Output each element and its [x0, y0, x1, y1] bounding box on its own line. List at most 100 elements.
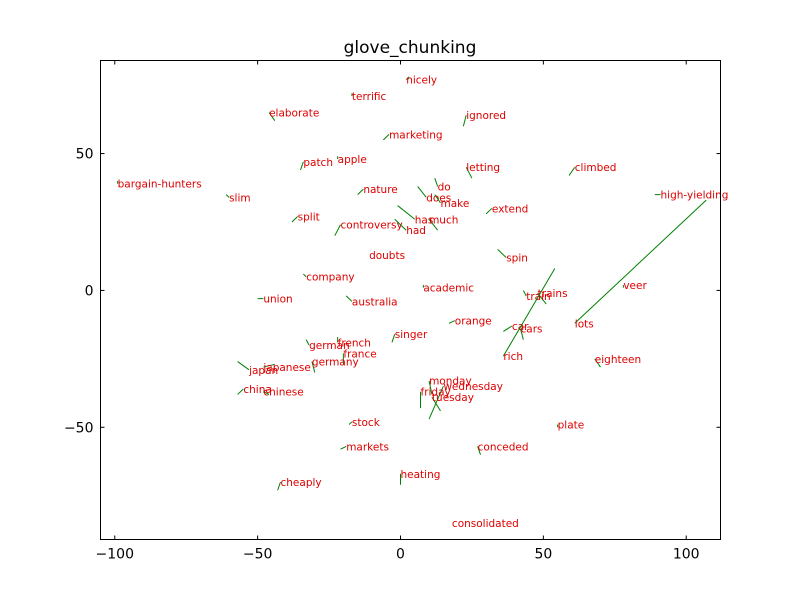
connector-line	[225, 194, 230, 198]
data-point-rich: rich	[502, 268, 556, 363]
connector-line	[522, 290, 527, 297]
x-tick-label: 0	[396, 547, 405, 563]
word-label: rich	[503, 351, 523, 363]
data-point-tuesday: tuesday	[431, 392, 474, 412]
data-point-australia: australia	[345, 295, 398, 308]
word-label: slim	[229, 192, 251, 204]
data-point-make: make	[434, 194, 470, 210]
data-point-ignored: ignored	[462, 110, 506, 127]
data-point-singer: singer	[391, 329, 428, 343]
word-label: has	[415, 214, 434, 226]
data-point-plate: plate	[557, 420, 585, 432]
x-tick-label: −100	[96, 547, 134, 563]
connector-line	[394, 218, 407, 231]
data-point-academic: academic	[422, 283, 474, 295]
data-point-heating: heating	[400, 469, 441, 485]
y-tick-label: 50	[76, 147, 94, 163]
word-label: do	[438, 181, 451, 193]
connector-line	[345, 295, 353, 302]
data-point-high-yielding: high-yielding	[654, 190, 728, 202]
word-label: singer	[395, 329, 428, 341]
word-label: germany	[312, 357, 359, 369]
plot-frame	[100, 60, 721, 540]
data-point-conceded: conceded	[477, 441, 529, 455]
word-label: much	[429, 214, 458, 226]
data-point-german: german	[305, 339, 350, 352]
axes: −100 −50 0 50 100 −50 0 50	[64, 60, 721, 563]
connector-line	[357, 188, 364, 195]
connector-line	[263, 391, 270, 395]
word-label: trains	[538, 288, 568, 300]
data-point-climbed: climbed	[568, 162, 617, 176]
connector-line	[263, 363, 275, 368]
data-point-wednesday: wednesday	[428, 381, 503, 420]
word-label: heating	[401, 469, 441, 481]
data-point-friday: friday	[420, 387, 451, 409]
data-point-lots: lots	[574, 199, 707, 330]
word-label: union	[263, 294, 292, 306]
data-point-japanese: japanese	[262, 362, 311, 374]
word-label: australia	[352, 296, 398, 308]
data-point-veer: veer	[622, 280, 647, 292]
word-label: japan	[248, 365, 278, 377]
word-label: tuesday	[432, 392, 474, 404]
word-label: france	[343, 348, 376, 360]
connector-line	[268, 112, 276, 122]
data-point-terrific: terrific	[351, 91, 386, 103]
word-label: consolidated	[452, 518, 519, 530]
word-label: orange	[455, 316, 492, 328]
data-point-french: french	[337, 336, 371, 349]
connector-line	[334, 224, 341, 236]
data-point-france: france	[342, 348, 377, 365]
word-label: letting	[466, 162, 500, 174]
word-label: wednesday	[443, 381, 503, 393]
connector-line	[428, 380, 433, 395]
data-point-has: has	[397, 205, 434, 226]
data-point-do: do	[434, 178, 451, 193]
word-label: plate	[558, 420, 585, 432]
word-label: chinese	[263, 387, 303, 399]
connector-line	[503, 325, 513, 332]
word-label: monday	[429, 376, 472, 388]
data-point-company: company	[303, 272, 355, 284]
word-label: veer	[623, 280, 647, 292]
word-label: lots	[575, 318, 594, 330]
connector-line	[291, 216, 298, 223]
connector-line	[428, 386, 444, 420]
connector-line	[462, 115, 467, 127]
word-label: make	[441, 198, 470, 210]
word-label: stock	[352, 417, 381, 429]
connector-line	[485, 207, 493, 215]
word-label: split	[298, 212, 320, 224]
data-point-controversy: controversy	[334, 220, 403, 236]
connector-line	[568, 166, 576, 176]
word-label: japanese	[262, 362, 311, 374]
connector-line	[594, 358, 601, 368]
data-point-much: much	[428, 214, 458, 231]
word-label: cheaply	[281, 477, 322, 489]
data-point-marketing: marketing	[383, 129, 443, 141]
data-point-split: split	[291, 212, 320, 224]
connector-line	[303, 273, 307, 278]
data-point-cars: cars	[520, 324, 543, 340]
connector-line	[300, 161, 304, 171]
word-label: elaborate	[269, 108, 319, 120]
connector-line	[520, 328, 524, 340]
word-label: does	[426, 192, 451, 204]
connector-line	[277, 481, 281, 491]
word-label: climbed	[575, 162, 617, 174]
data-point-bargain-hunters: bargain-hunters	[117, 179, 202, 191]
data-point-eighteen: eighteen	[594, 354, 641, 368]
word-label: patch	[303, 157, 333, 169]
word-label: german	[309, 340, 350, 352]
data-point-consolidated: consolidated	[452, 518, 519, 530]
data-point-extend: extend	[485, 203, 528, 215]
word-label: had	[406, 225, 426, 237]
connector-line	[434, 194, 441, 204]
word-label: eighteen	[595, 354, 641, 366]
data-point-apple: apple	[337, 154, 367, 166]
connector-line	[502, 268, 556, 357]
word-label: company	[306, 272, 354, 284]
connector-line	[237, 361, 250, 371]
y-tick-label: −50	[64, 420, 94, 436]
